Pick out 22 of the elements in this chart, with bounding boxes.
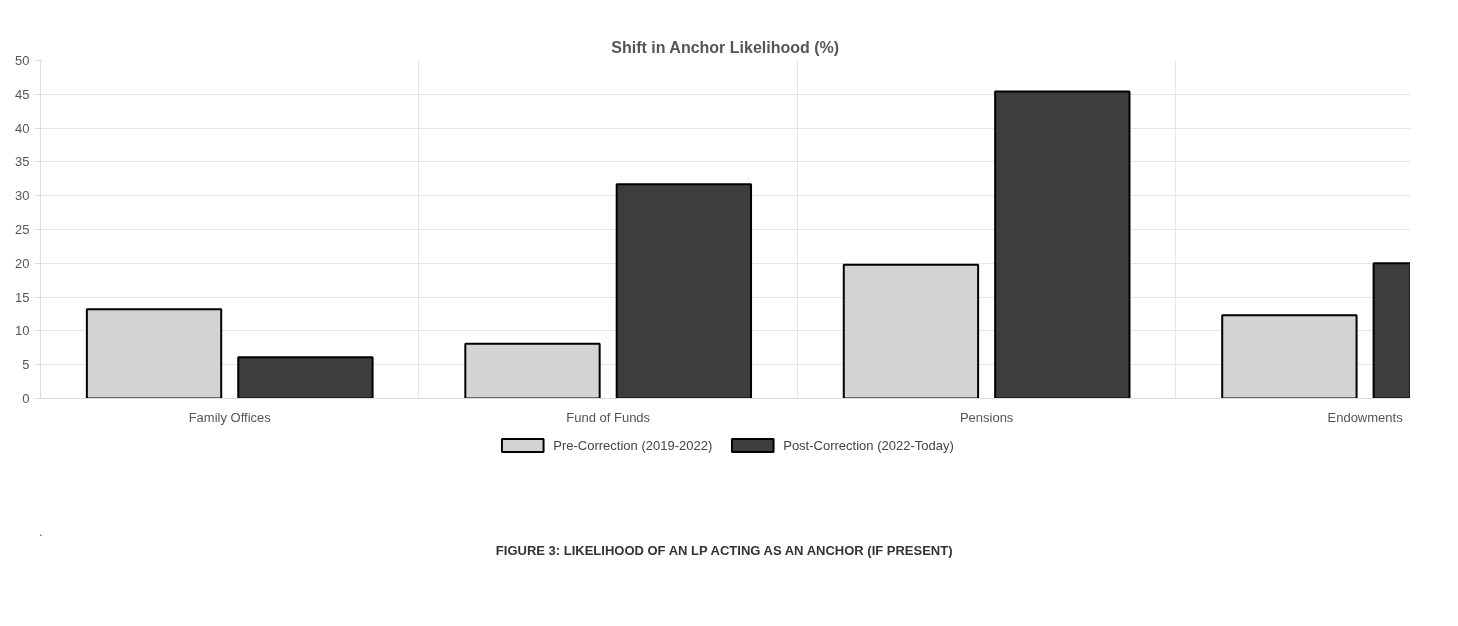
y-tick-label: 35: [15, 154, 30, 170]
legend-label: Pre-Correction (2019-2022): [553, 437, 713, 453]
y-tick-label: 50: [15, 53, 30, 68]
y-tick-label: 15: [15, 289, 30, 305]
caption: FIGURE 3: LIKELIHOOD OF AN LP ACTING AS AN ANCHOR (IF PRESENT): [495, 542, 953, 558]
bar: [237, 356, 374, 399]
y-tick-label: 5: [22, 357, 30, 373]
y-tick-label: 0: [22, 391, 30, 406]
y-tick-label: 20: [15, 255, 30, 271]
chart-title: Shift in Anchor Likelihood (%): [611, 38, 840, 56]
bar: [994, 90, 1131, 399]
bar: [615, 183, 753, 399]
y-tick-label: 10: [15, 323, 30, 339]
legend-label: Post-Correction (2022-Today): [783, 437, 954, 453]
x-tick-label: Endowments: [1327, 409, 1404, 425]
y-tick-label: 30: [15, 188, 30, 204]
x-tick-label: Fund of Funds: [566, 409, 651, 425]
y-tick-label: 25: [15, 222, 30, 237]
x-tick-label: Family Offices: [188, 409, 272, 425]
y-tick-label: 40: [15, 120, 30, 136]
y-tick-label: 45: [15, 86, 30, 102]
x-tick-label: Pensions: [959, 409, 1014, 425]
